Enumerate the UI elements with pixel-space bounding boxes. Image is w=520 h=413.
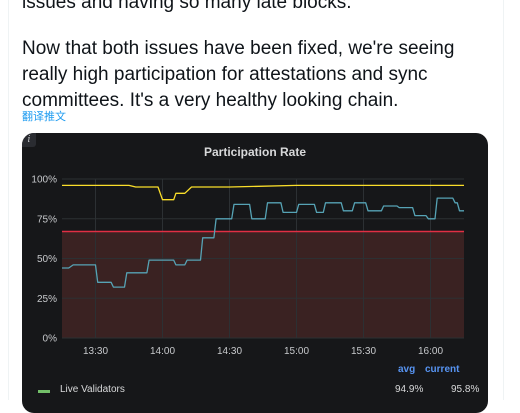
x-tick-label: 13:30 [83,346,108,357]
y-tick-label: 0% [43,334,58,345]
legend-row-live-validators[interactable]: Live Validators 94.9% 95.8% [38,384,480,398]
tweet-body: issues and having so many late blocks. N… [22,0,492,114]
info-icon[interactable]: i [22,133,36,147]
participation-chart: 0% 25% 50% 75% 100% 13:30 14:00 14:30 15:00 15:30… [31,175,464,357]
tweet-card: issues and having so many late blocks. N… [8,0,504,413]
tweet-text-paragraph: Now that both issues have been fixed, we… [22,38,455,111]
legend-current-value: 95.8% [451,384,480,395]
translate-tweet-link[interactable]: 翻译推文 [22,111,66,123]
series-line-0 [62,184,464,201]
y-tick-label: 25% [37,294,57,305]
card-border-right [503,0,504,400]
y-tick-label: 75% [37,214,57,225]
x-tick-label: 15:00 [284,346,309,357]
x-tick-label: 14:30 [217,346,242,357]
y-tick-label: 50% [37,254,57,265]
x-tick-label: 16:00 [418,346,443,357]
panel-title: Participation Rate [203,145,307,159]
x-tick-label: 15:30 [351,346,376,357]
series-line-1 [62,197,464,288]
card-border-left [8,0,9,400]
legend-current-header[interactable]: current [425,364,460,375]
y-tick-label: 100% [31,175,57,186]
legend-avg-header[interactable]: avg [398,364,416,375]
legend-avg-value: 94.9% [395,384,424,395]
threshold-fill [62,231,464,338]
grafana-panel: i Participation Rate 0% 25% 50% 75% 100% 13:3… [22,133,488,413]
tweet-text-line: issues and having so many late blocks. [22,0,352,13]
x-tick-label: 14:00 [150,346,175,357]
legend-label: Live Validators [60,384,125,395]
legend-swatch [38,390,50,393]
